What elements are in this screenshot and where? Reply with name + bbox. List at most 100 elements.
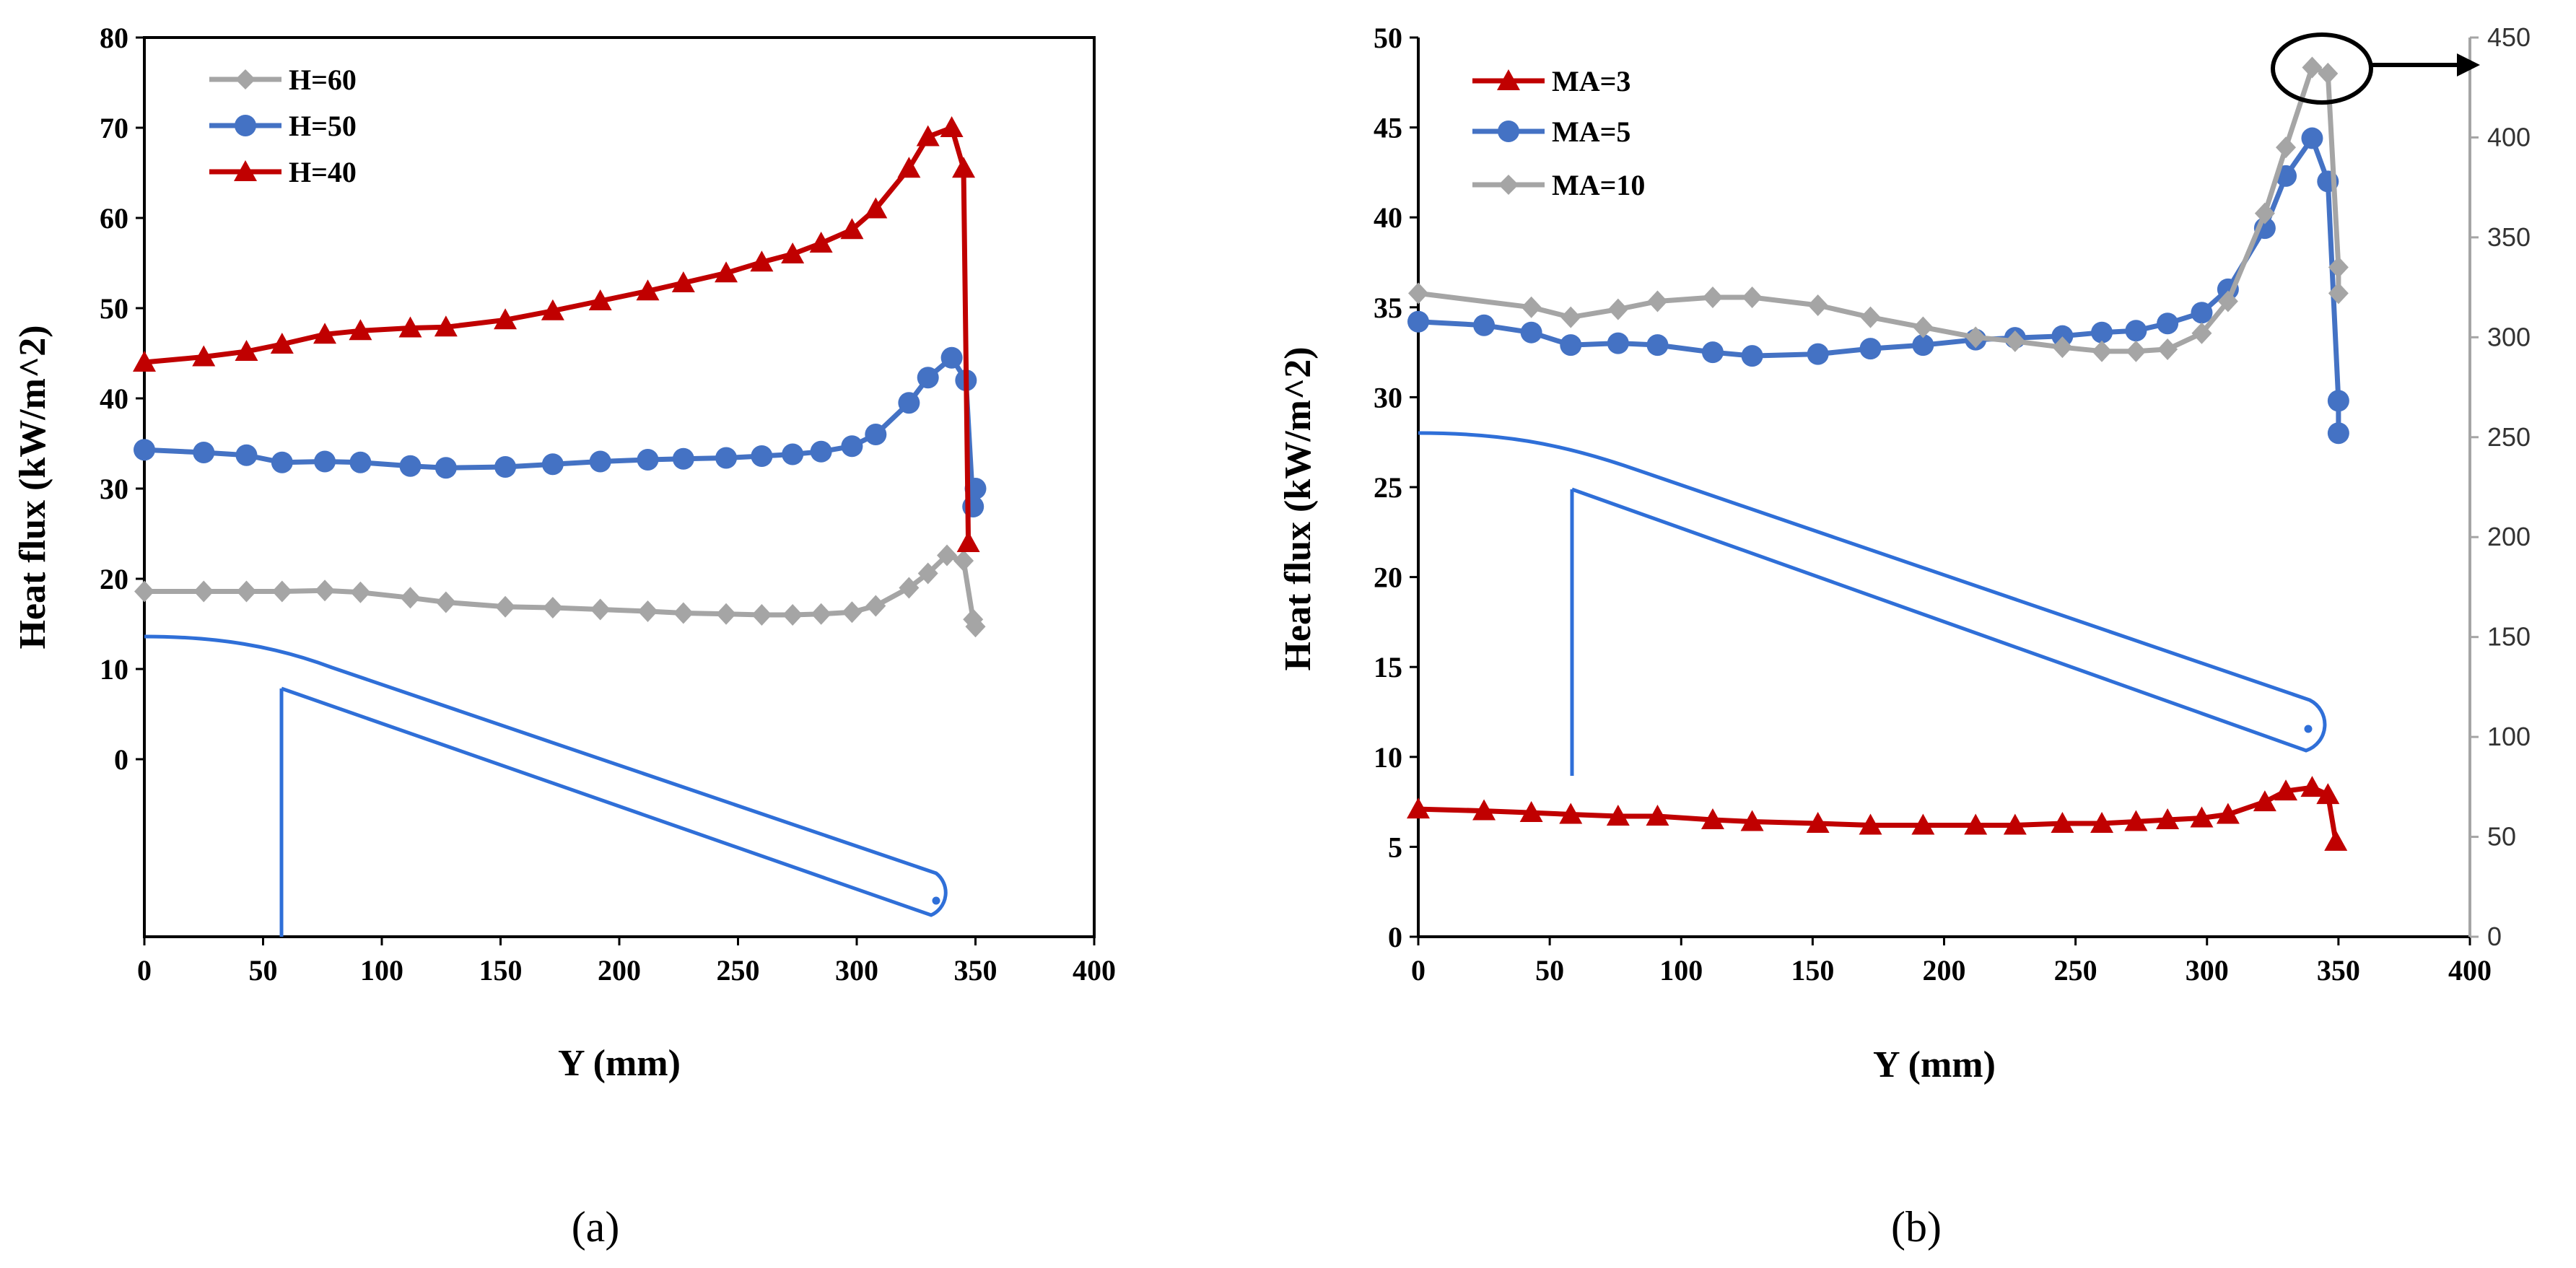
data-point-h40 xyxy=(940,116,964,137)
data-point-ma3 xyxy=(2216,803,2240,824)
data-point-h50 xyxy=(841,435,863,458)
data-point-ma10 xyxy=(1965,326,1986,349)
data-point-h50 xyxy=(751,445,773,467)
x-tick-label: 250 xyxy=(2054,954,2097,987)
data-point-ma10 xyxy=(2126,340,2147,362)
y2-tick-label: 250 xyxy=(2487,422,2531,452)
data-point-h50 xyxy=(399,455,422,477)
data-point-ma10 xyxy=(2052,336,2073,359)
y-tick-label: 40 xyxy=(1374,201,1402,234)
data-point-h40 xyxy=(864,197,888,219)
axes-a: 0 50 100 150 200 250 300 350 400 0 10 20 30 40 50 60 70 8… xyxy=(100,22,1116,987)
x-tick-label: 250 xyxy=(717,954,760,987)
data-point-h40 xyxy=(715,261,738,283)
data-point-h50 xyxy=(541,453,564,476)
y-tick-label: 0 xyxy=(114,743,128,776)
data-point-ma3 xyxy=(2156,808,2180,830)
data-point-h60 xyxy=(495,595,516,618)
data-point-h50 xyxy=(314,450,336,473)
data-point-h60 xyxy=(953,550,974,572)
data-point-h40 xyxy=(952,157,976,178)
data-point-h60 xyxy=(865,595,886,617)
x-tick-label: 350 xyxy=(954,954,997,987)
data-point-ma5 xyxy=(1646,334,1669,357)
data-point-ma10 xyxy=(2302,56,2323,79)
y-tick-label: 70 xyxy=(100,112,128,144)
data-point-h40 xyxy=(809,232,833,253)
data-point-h50 xyxy=(349,451,372,473)
legend-item-ma10: MA=10 xyxy=(1472,169,1645,201)
data-point-h40 xyxy=(840,218,864,240)
data-point-ma10 xyxy=(1647,290,1668,312)
axes-b: 0 50 100 150 200 250 300 350 4000510152025303540… xyxy=(1374,22,2531,987)
x-tick-label: 50 xyxy=(249,954,278,987)
y2-tick-label: 350 xyxy=(2487,222,2531,252)
data-point-h40 xyxy=(750,250,774,272)
chart-b: 0 50 100 150 200 250 300 350 4000510152025303540… xyxy=(1278,22,2531,1251)
data-point-ma10 xyxy=(2328,282,2349,305)
x-tick-label: 400 xyxy=(1073,954,1116,987)
y-tick-label: 35 xyxy=(1374,292,1402,324)
x-tick-label: 0 xyxy=(1411,954,1425,987)
data-point-h60 xyxy=(751,604,772,626)
legend-label-ma10: MA=10 xyxy=(1552,169,1645,201)
y-tick-label: 5 xyxy=(1388,831,1402,863)
data-point-ma5 xyxy=(2301,127,2323,149)
x-axis-label-a: Y (mm) xyxy=(558,1043,681,1084)
legend-item-ma5: MA=5 xyxy=(1472,115,1630,148)
data-point-ma5 xyxy=(2327,422,2349,445)
data-point-h40 xyxy=(235,340,258,361)
data-point-h50 xyxy=(271,451,293,473)
data-point-h40 xyxy=(313,323,337,344)
data-point-ma5 xyxy=(2157,312,2179,335)
data-point-h40 xyxy=(494,308,518,330)
y2-tick-label: 300 xyxy=(2487,322,2531,351)
data-point-ma5 xyxy=(1859,338,1882,360)
data-point-ma5 xyxy=(1701,341,1724,364)
blade-sketch-b xyxy=(1418,431,2327,776)
data-point-h60 xyxy=(811,603,831,625)
data-point-h40 xyxy=(916,125,940,147)
data-point-h60 xyxy=(782,604,803,626)
x-tick-label: 150 xyxy=(1791,954,1834,987)
data-point-h50 xyxy=(898,392,920,414)
data-point-h50 xyxy=(235,444,258,466)
data-point-h40 xyxy=(671,271,695,292)
legend-b: MA=3 MA=5 MA=10 xyxy=(1472,65,1645,201)
data-point-h60 xyxy=(716,603,737,625)
peak-circle xyxy=(2271,32,2373,105)
data-point-ma3 xyxy=(1606,805,1630,826)
y-tick-label: 45 xyxy=(1374,112,1402,144)
data-point-h40 xyxy=(588,289,612,310)
data-point-h50 xyxy=(637,449,659,471)
data-point-ma10 xyxy=(1521,296,1542,318)
data-point-ma10 xyxy=(2004,330,2025,352)
y-tick-label: 30 xyxy=(1374,381,1402,414)
data-point-ma3 xyxy=(2253,790,2276,812)
data-point-ma3 xyxy=(2090,812,2114,834)
x-tick-label: 300 xyxy=(835,954,878,987)
data-point-h50 xyxy=(589,450,611,473)
data-point-h50 xyxy=(435,457,457,479)
data-point-h60 xyxy=(435,591,456,613)
data-point-ma5 xyxy=(1520,321,1542,344)
blade-sketch-a xyxy=(144,634,948,937)
y-tick-label: 20 xyxy=(1374,561,1402,594)
data-point-ma10 xyxy=(1807,294,1828,317)
legend-label-h60: H=60 xyxy=(289,64,357,96)
data-point-ma10 xyxy=(1860,306,1881,328)
data-point-ma3 xyxy=(1859,813,1882,835)
data-point-ma3 xyxy=(2051,812,2074,834)
data-point-h40 xyxy=(434,315,458,337)
data-point-ma10 xyxy=(1607,298,1628,320)
data-point-h40 xyxy=(133,351,156,372)
y-tick-label: 30 xyxy=(100,473,128,505)
data-point-ma5 xyxy=(2327,390,2349,412)
data-point-h50 xyxy=(134,439,155,461)
y-tick-label: 15 xyxy=(1374,651,1402,683)
data-point-h40 xyxy=(956,531,980,552)
data-point-ma3 xyxy=(1806,812,1830,834)
data-point-ma3 xyxy=(1519,801,1543,823)
x-axis-label-b: Y (mm) xyxy=(1873,1044,1996,1085)
